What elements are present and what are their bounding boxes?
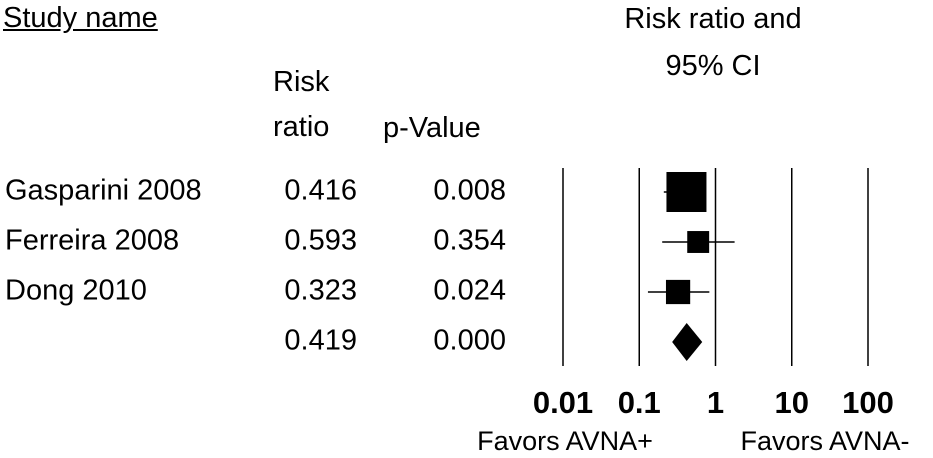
x-tick-label: 100 (842, 385, 894, 420)
p-value: 0.008 (433, 175, 506, 207)
ratio-header: Risk ratio (273, 66, 330, 143)
chart-title: Risk ratio and 95% CI (624, 3, 802, 82)
study-name: Gasparini 2008 (5, 175, 202, 207)
p-value: 0.354 (433, 225, 506, 257)
summary-diamond (672, 323, 703, 361)
effect-square (666, 172, 707, 212)
favors-label: Favors AVNA+ (477, 426, 653, 456)
risk-ratio: 0.416 (284, 175, 357, 207)
x-tick-label: 0.1 (618, 385, 661, 420)
study-name: Dong 2010 (5, 275, 147, 307)
x-tick-label: 10 (775, 385, 809, 420)
p-value: 0.024 (433, 275, 506, 307)
summary-ratio: 0.419 (284, 325, 357, 357)
summary-p-value: 0.000 (433, 325, 506, 357)
favors-label: Favors AVNA- (740, 426, 909, 456)
effect-square (687, 231, 710, 253)
p-header: p-Value (383, 112, 481, 144)
study-name: Ferreira 2008 (5, 225, 179, 257)
study-header: Study name (3, 2, 158, 34)
x-tick-label: 1 (707, 385, 724, 420)
risk-ratio: 0.323 (284, 275, 357, 307)
x-tick-label: 0.01 (533, 385, 593, 420)
effect-square (665, 279, 691, 305)
risk-ratio: 0.593 (284, 225, 357, 257)
